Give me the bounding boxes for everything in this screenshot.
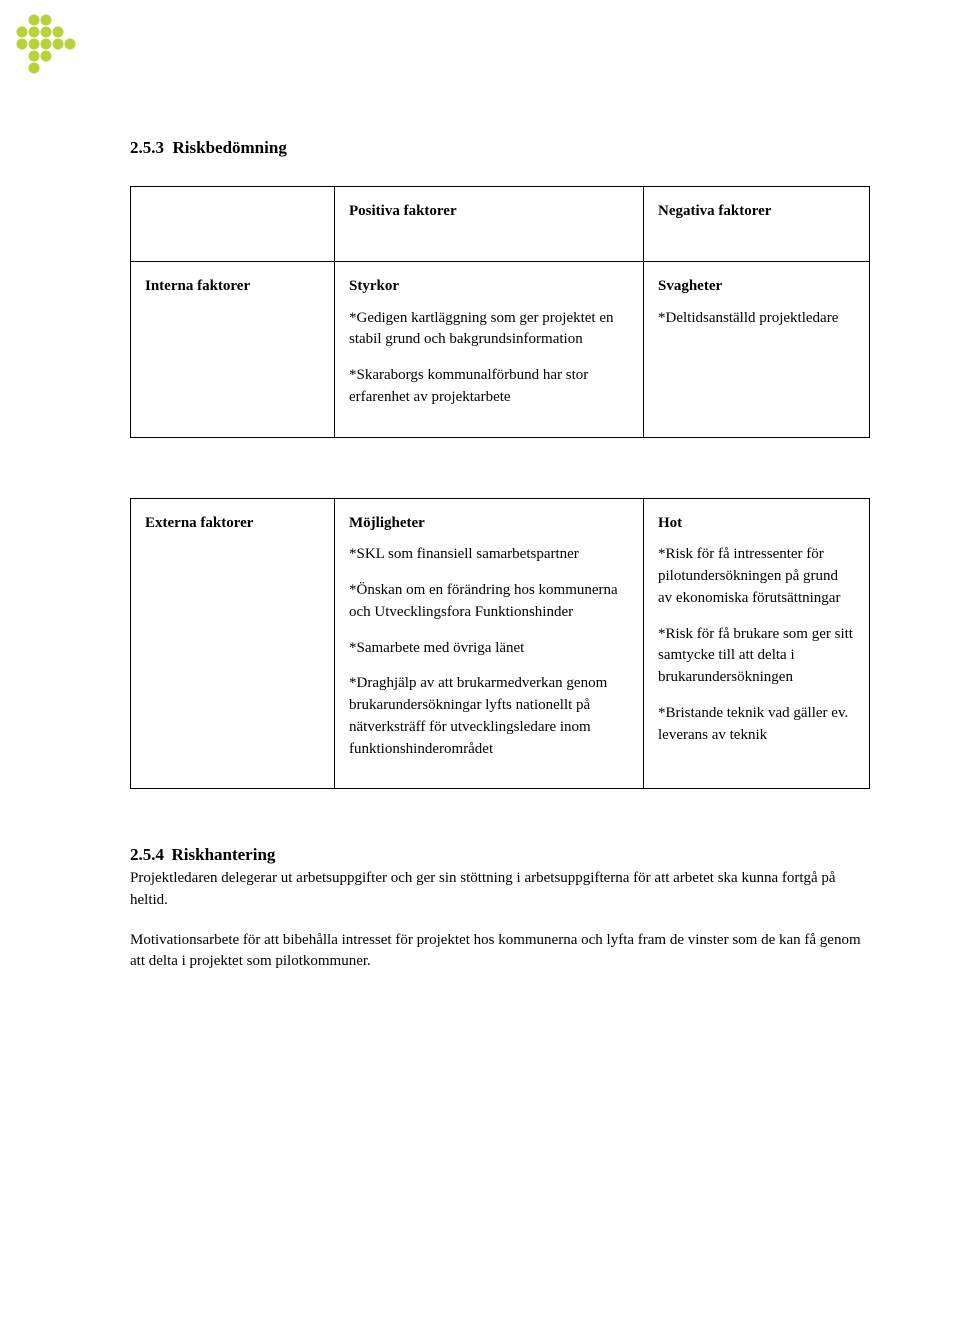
header-positive: Positiva faktorer [335, 187, 644, 262]
opportunities-item: *Samarbete med övriga länet [349, 638, 629, 660]
opportunities-item: *SKL som finansiell samarbetspartner [349, 544, 629, 566]
threats-item: *Bristande teknik vad gäller ev. leveran… [658, 703, 855, 747]
table-row-external: Externa faktorer Möjligheter *SKL som fi… [131, 498, 870, 789]
swot-table-internal: Positiva faktorer Negativa faktorer Inte… [130, 186, 870, 438]
strengths-item: *Skaraborgs kommunalförbund har stor erf… [349, 365, 629, 409]
cell-opportunities: Möjligheter *SKL som finansiell samarbet… [335, 498, 644, 789]
opportunities-item: *Önskan om en förändring hos kommunerna … [349, 580, 629, 624]
header-positive-label: Positiva faktorer [349, 201, 629, 223]
section-number: 2.5.3 [130, 138, 164, 157]
section-heading-risk: 2.5.3 Riskbedömning [130, 138, 870, 158]
section-title: Riskbedömning [173, 138, 287, 157]
cell-threats: Hot *Risk för få intressenter för pilotu… [644, 498, 870, 789]
page: 2.5.3 Riskbedömning Positiva faktorer Ne… [0, 0, 960, 1325]
opportunities-head: Möjligheter [349, 513, 629, 535]
threats-head: Hot [658, 513, 855, 535]
section-heading-riskhantering: 2.5.4 Riskhantering Projektledaren deleg… [130, 843, 870, 911]
strengths-item: *Gedigen kartläggning som ger projektet … [349, 308, 629, 352]
cell-strengths: Styrkor *Gedigen kartläggning som ger pr… [335, 261, 644, 437]
swot-table-external: Externa faktorer Möjligheter *SKL som fi… [130, 498, 870, 790]
section2-number: 2.5.4 [130, 845, 164, 864]
opportunities-item: *Draghjälp av att brukarmedverkan genom … [349, 673, 629, 760]
logo-dots [14, 14, 84, 76]
header-negative-label: Negativa faktorer [658, 201, 855, 223]
weaknesses-item: *Deltidsanställd projektledare [658, 308, 855, 330]
threats-item: *Risk för få intressenter för pilotunder… [658, 544, 855, 609]
table-header-row: Positiva faktorer Negativa faktorer [131, 187, 870, 262]
row-label-internal: Interna faktorer [131, 261, 335, 437]
header-negative: Negativa faktorer [644, 187, 870, 262]
row-label-external: Externa faktorer [131, 498, 335, 789]
section2-para2: Motivationsarbete för att bibehålla intr… [130, 930, 870, 974]
cell-weaknesses: Svagheter *Deltidsanställd projektledare [644, 261, 870, 437]
table-row-internal: Interna faktorer Styrkor *Gedigen kartlä… [131, 261, 870, 437]
threats-item: *Risk för få brukare som ger sitt samtyc… [658, 624, 855, 689]
section2-para1: Projektledaren delegerar ut arbetsuppgif… [130, 870, 836, 908]
section2-title: Riskhantering [172, 845, 276, 864]
weaknesses-head: Svagheter [658, 276, 855, 298]
strengths-head: Styrkor [349, 276, 629, 298]
header-empty [131, 187, 335, 262]
